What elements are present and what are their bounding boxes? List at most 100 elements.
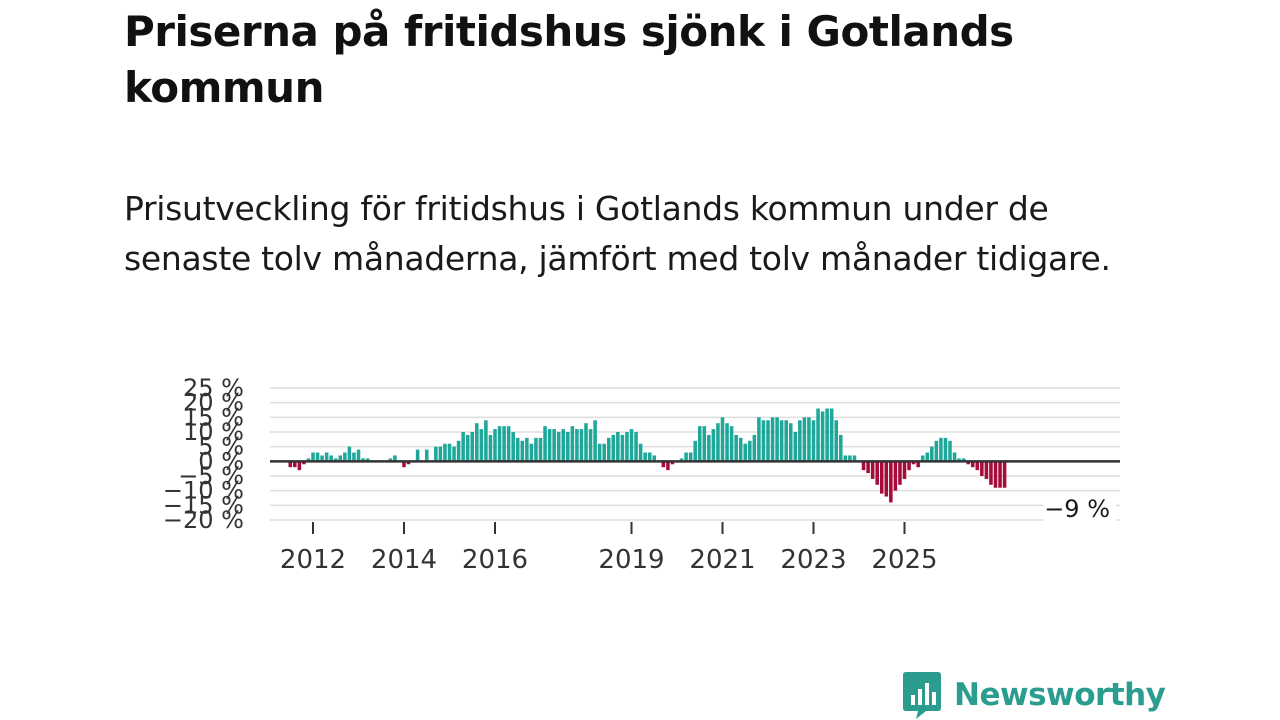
bar-negative bbox=[666, 461, 670, 471]
y-tick-label: −5 % bbox=[178, 462, 244, 490]
y-tick-label: 5 % bbox=[198, 433, 244, 461]
bar-positive bbox=[729, 426, 734, 462]
bar-positive bbox=[515, 437, 520, 462]
bar-positive bbox=[779, 420, 784, 462]
bar-positive bbox=[707, 434, 711, 462]
bar-positive bbox=[333, 458, 338, 462]
bar-positive bbox=[543, 426, 547, 462]
bar-positive bbox=[602, 443, 606, 462]
y-tick-label: 15 % bbox=[183, 403, 244, 431]
bar-negative bbox=[898, 461, 902, 485]
bar-positive bbox=[556, 432, 561, 462]
y-tick-label: 20 % bbox=[183, 389, 244, 417]
bar-negative bbox=[970, 461, 975, 468]
bar-positive bbox=[688, 452, 693, 462]
bar-positive bbox=[424, 449, 429, 462]
bar-positive bbox=[352, 452, 356, 462]
bar-positive bbox=[843, 455, 848, 462]
bar-negative bbox=[402, 461, 406, 468]
bar-positive bbox=[852, 455, 857, 462]
bar-positive bbox=[525, 437, 529, 462]
bar-negative bbox=[916, 461, 920, 468]
bar-positive bbox=[957, 458, 961, 462]
bar-positive bbox=[948, 440, 952, 462]
bar-positive bbox=[807, 417, 811, 462]
bar-positive bbox=[775, 417, 779, 462]
bar-positive bbox=[415, 449, 420, 462]
bar-positive bbox=[484, 420, 488, 462]
bar-negative bbox=[975, 461, 980, 471]
bar-positive bbox=[793, 432, 798, 462]
bar-positive bbox=[579, 429, 584, 462]
y-tick-label: −15 % bbox=[163, 491, 244, 519]
bar-positive bbox=[616, 432, 620, 462]
bar-positive bbox=[638, 443, 643, 462]
bar-positive bbox=[720, 417, 725, 462]
bar-negative bbox=[670, 461, 675, 465]
bar-positive bbox=[566, 432, 570, 462]
bar-positive bbox=[502, 426, 506, 462]
bar-positive bbox=[748, 440, 752, 462]
bar-negative bbox=[661, 461, 666, 468]
bar-positive bbox=[475, 423, 479, 462]
y-tick-label: −10 % bbox=[163, 477, 244, 505]
bar-negative bbox=[907, 461, 911, 471]
bar-positive bbox=[365, 458, 370, 462]
bar-negative bbox=[870, 461, 875, 479]
bar-positive bbox=[743, 443, 748, 462]
bar-negative bbox=[879, 461, 884, 494]
bar-positive bbox=[820, 411, 825, 462]
y-tick-label: 25 % bbox=[183, 374, 244, 402]
bar-positive bbox=[584, 423, 588, 462]
y-tick-label: 0 % bbox=[198, 447, 244, 475]
bar-negative bbox=[998, 461, 1002, 488]
bar-positive bbox=[839, 434, 843, 462]
bar-positive bbox=[829, 408, 834, 462]
bar-positive bbox=[461, 432, 465, 462]
bar-positive bbox=[761, 420, 766, 462]
bar-positive bbox=[798, 420, 802, 462]
x-tick-label: 2021 bbox=[689, 545, 755, 575]
bar-negative bbox=[861, 461, 866, 471]
bar-positive bbox=[324, 452, 329, 462]
bar-positive bbox=[347, 446, 352, 462]
newsworthy-logo-icon bbox=[903, 672, 941, 719]
page-title: Priserna på fritidshus sjönk i Gotlands … bbox=[124, 7, 1014, 112]
bar-negative bbox=[993, 461, 998, 488]
bar-positive bbox=[361, 458, 365, 462]
bar-negative bbox=[302, 461, 306, 465]
bar-negative bbox=[406, 461, 411, 465]
bar-positive bbox=[643, 452, 647, 462]
bar-positive bbox=[834, 420, 839, 462]
chart-subtitle: Prisutveckling för fritidshus i Gotlands… bbox=[124, 189, 1111, 278]
bar-positive bbox=[511, 432, 515, 462]
bar-positive bbox=[552, 429, 556, 462]
bar-positive bbox=[679, 458, 684, 462]
bar-positive bbox=[752, 434, 757, 462]
x-tick-label: 2023 bbox=[780, 545, 846, 575]
bar-negative bbox=[1002, 461, 1007, 488]
bar-positive bbox=[493, 429, 497, 462]
bar-positive bbox=[757, 417, 761, 462]
bar-positive bbox=[465, 434, 470, 462]
bar-positive bbox=[456, 440, 461, 462]
last-value-label-bg bbox=[1044, 495, 1116, 521]
bar-positive bbox=[606, 437, 611, 462]
bar-positive bbox=[393, 455, 397, 462]
bar-positive bbox=[934, 440, 939, 462]
x-tick-label: 2014 bbox=[371, 545, 437, 575]
bar-positive bbox=[943, 437, 948, 462]
bar-negative bbox=[875, 461, 879, 485]
bar-positive bbox=[611, 434, 616, 462]
bar-positive bbox=[716, 423, 720, 462]
bar-positive bbox=[547, 429, 552, 462]
bar-positive bbox=[825, 408, 829, 462]
x-tick-label: 2019 bbox=[598, 545, 664, 575]
bar-positive bbox=[388, 458, 393, 462]
bar-positive bbox=[711, 429, 716, 462]
bar-negative bbox=[966, 461, 970, 465]
bar-positive bbox=[734, 434, 738, 462]
newsworthy-logo: Newsworthy bbox=[902, 670, 1166, 720]
bar-negative bbox=[884, 461, 889, 497]
